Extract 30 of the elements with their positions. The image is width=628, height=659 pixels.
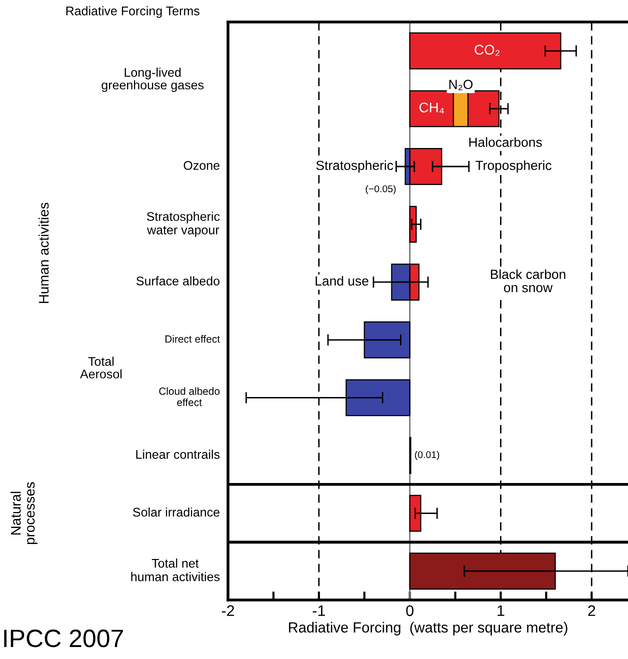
text: IPCC 2007 bbox=[4, 630, 123, 648]
text: Natural processes bbox=[10, 482, 38, 544]
y-tick-label: Direct effect bbox=[165, 335, 220, 343]
annotation: Black carbon on snow bbox=[490, 269, 566, 292]
text: Total Aerosol bbox=[80, 356, 122, 378]
annotation: Tropospheric bbox=[476, 160, 552, 173]
y-tick-label: Total net human activities bbox=[131, 558, 220, 582]
y-tick-label: Stratospheric water vapour bbox=[146, 212, 220, 237]
x-tick-label: 1 bbox=[498, 605, 504, 616]
annotation: CH₄ bbox=[419, 102, 444, 114]
x-tick-label: -1 bbox=[312, 605, 325, 616]
y-tick-label: Solar irradiance bbox=[133, 507, 220, 517]
x-axis-title: Radiative Forcing (watts per square metre) bbox=[288, 622, 568, 636]
y-tick-label: Surface albedo bbox=[136, 276, 220, 286]
x-tick-label: -2 bbox=[222, 605, 234, 616]
annotation: CO₂ bbox=[474, 44, 500, 56]
chart-title: Radiative Forcing Terms bbox=[66, 6, 200, 18]
annotation: (0.01) bbox=[414, 450, 440, 460]
y-tick-label: Linear contrails bbox=[136, 450, 220, 459]
annotation: N₂O bbox=[449, 80, 473, 90]
y-tick-label: Cloud albedo effect bbox=[159, 387, 220, 406]
annotation: Stratospheric bbox=[316, 160, 394, 173]
annotation: Land use bbox=[316, 276, 368, 286]
y-tick-label: Ozone bbox=[184, 161, 220, 170]
annotation: Halocarbons bbox=[469, 137, 542, 147]
x-tick-label: 2 bbox=[588, 605, 596, 616]
annotation: (−0.05) bbox=[366, 185, 396, 194]
text: Long-lived greenhouse gases bbox=[102, 68, 204, 92]
text: Human activities bbox=[38, 202, 49, 304]
x-tick-label: 0 bbox=[406, 605, 414, 616]
